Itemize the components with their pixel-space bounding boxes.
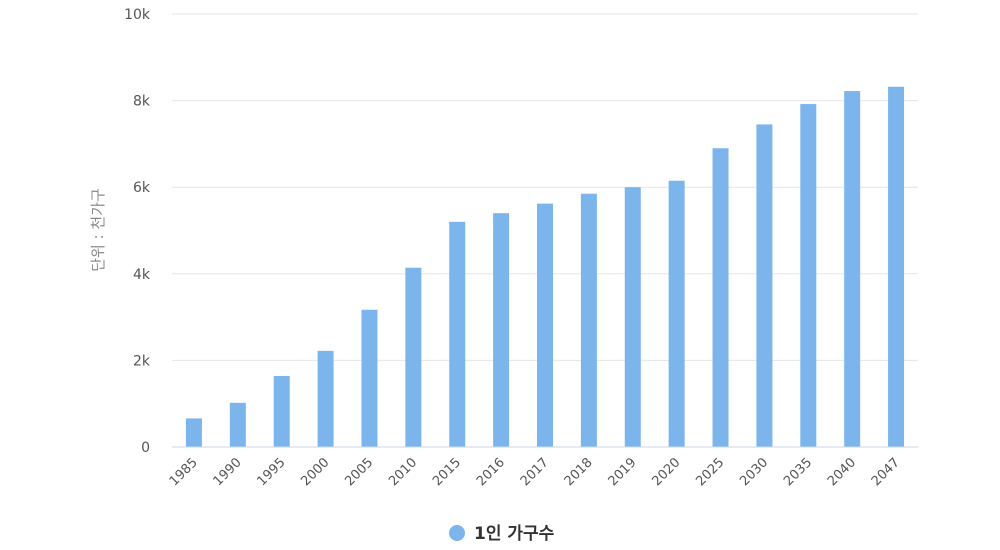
bar-2005[interactable] [361,309,378,447]
bar-2000[interactable] [317,350,334,447]
x-tick-label: 2010 [386,455,420,489]
x-tick-label: 2030 [737,455,771,489]
y-tick-label: 6k [133,180,151,196]
bar-1990[interactable] [229,402,246,447]
bar-2035[interactable] [800,104,817,448]
x-tick-label: 2025 [693,455,727,489]
legend-label[interactable]: 1인 가구수 [474,524,555,544]
bars [185,86,905,448]
x-tick-label: 2018 [562,455,596,489]
y-axis-title: 단위 : 천가구 [89,188,107,272]
x-tick-label: 2017 [518,455,552,489]
y-tick-label: 0 [141,440,150,456]
bar-2040[interactable] [844,91,861,447]
x-tick-label: 2000 [298,455,332,489]
bar-2010[interactable] [405,267,422,447]
legend[interactable]: 1인 가구수 [449,524,555,544]
x-tick-label: 1990 [211,455,245,489]
bar-2015[interactable] [449,221,466,447]
bar-2025[interactable] [712,148,729,448]
bar-2017[interactable] [537,203,553,447]
bar-2018[interactable] [580,193,597,447]
legend-marker-icon [449,525,465,541]
y-tick-label: 2k [133,353,151,369]
x-tick-label: 2005 [342,455,376,489]
y-tick-label: 10k [124,7,151,23]
x-tick-label: 2047 [869,455,903,489]
x-tick-label: 1995 [255,455,289,489]
x-tick-label: 2016 [474,455,508,489]
bar-2030[interactable] [756,124,773,447]
y-tick-label: 8k [133,94,151,110]
bar-2016[interactable] [493,213,510,447]
x-tick-label: 1985 [167,455,201,489]
x-tick-label: 2015 [430,455,464,489]
x-tick-label: 2020 [649,455,683,489]
grid-lines [172,13,918,361]
bar-2019[interactable] [624,187,641,447]
bar-1995[interactable] [273,375,290,447]
y-tick-label: 4k [133,267,151,283]
bar-2020[interactable] [668,180,685,447]
x-tick-label: 2035 [781,455,815,489]
x-tick-label: 2040 [825,455,859,489]
x-axis-ticks: 1985 1990 1995 2000 2005 2010 2015 2016 2017 2018… [167,455,903,489]
bar-1985[interactable] [185,418,202,447]
x-tick-label: 2019 [606,455,640,489]
bar-2047[interactable] [888,86,905,447]
y-axis-ticks: 0 2k 4k 6k 8k 10k [124,7,151,456]
